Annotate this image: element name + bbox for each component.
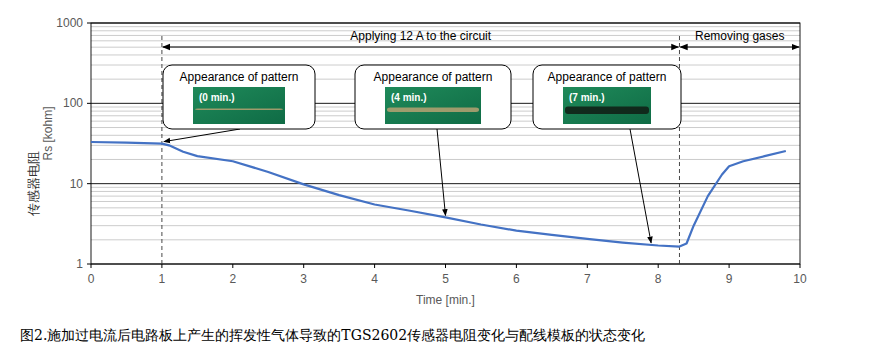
x-tick-label: 4 xyxy=(371,272,378,286)
minor-grid-line xyxy=(91,201,800,202)
chart: 0123456789101101001000Time [min.]Rs [koh… xyxy=(0,0,869,351)
callouts: Appearance of pattern (0 min.) Appearance … xyxy=(163,65,681,243)
minor-grid-line xyxy=(91,187,800,188)
y-axis-label: Rs [kohm] xyxy=(41,106,55,160)
callout-arrow xyxy=(437,129,446,215)
axes: 0123456789101101001000Time [min.]Rs [koh… xyxy=(26,16,807,307)
minor-grid-line xyxy=(91,54,800,55)
x-axis-label: Time [min.] xyxy=(416,293,475,307)
x-tick xyxy=(800,264,801,268)
y-tick xyxy=(87,264,91,265)
minor-grid-line xyxy=(91,239,800,240)
pattern-photo xyxy=(563,87,651,124)
minor-grid-line xyxy=(91,159,800,160)
y-axis-label-2: 传感器电阻 xyxy=(26,151,41,216)
phase-label: Applying 12 A to the circuit xyxy=(350,29,491,43)
x-tick xyxy=(587,264,588,268)
callout-box xyxy=(355,65,511,129)
y-tick-label: 1 xyxy=(76,257,83,271)
phase-label: Removing gases xyxy=(695,29,784,43)
x-tick-label: 5 xyxy=(442,272,449,286)
callout-title: Appearance of pattern xyxy=(374,70,493,84)
callout-label: (7 min.) xyxy=(569,92,605,103)
minor-grid-line xyxy=(91,207,800,208)
phase-arrow xyxy=(680,47,799,48)
caption: 图2.施加过电流后电路板上产生的挥发性气体导致的TGS2602传感器电阻变化与配… xyxy=(20,327,645,343)
pattern-photo xyxy=(193,87,285,124)
x-tick-label: 10 xyxy=(793,272,807,286)
callout-title: Appearance of pattern xyxy=(180,70,299,84)
pattern-trace xyxy=(565,107,649,115)
grid-line xyxy=(91,183,800,184)
x-tick xyxy=(729,264,730,268)
callout-box xyxy=(163,65,315,129)
series-line xyxy=(91,142,786,247)
callout-title: Appearance of pattern xyxy=(548,70,667,84)
plot-frame xyxy=(91,23,800,264)
phases: Applying 12 A to the circuit Removing gas… xyxy=(162,29,799,264)
x-tick-label: 0 xyxy=(88,272,95,286)
callout-box xyxy=(533,65,681,129)
x-tick xyxy=(161,264,162,268)
minor-grid-line xyxy=(91,145,800,146)
x-tick xyxy=(232,264,233,268)
data xyxy=(91,142,786,247)
x-tick xyxy=(91,264,92,268)
minor-grid-line xyxy=(91,26,800,27)
x-tick xyxy=(445,264,446,268)
x-tick xyxy=(374,264,375,268)
phase-boundary xyxy=(161,36,162,264)
y-tick xyxy=(87,103,91,104)
x-tick-label: 3 xyxy=(300,272,307,286)
grid xyxy=(91,23,800,264)
callout-label: (0 min.) xyxy=(199,92,235,103)
x-tick-label: 2 xyxy=(229,272,236,286)
x-tick-label: 6 xyxy=(513,272,520,286)
pattern-trace xyxy=(195,109,283,111)
pattern-photo xyxy=(385,87,481,124)
pattern-trace xyxy=(387,108,479,113)
x-tick-label: 7 xyxy=(584,272,591,286)
x-tick xyxy=(303,264,304,268)
minor-grid-line xyxy=(91,196,800,197)
x-tick-label: 1 xyxy=(159,272,166,286)
y-tick xyxy=(87,23,91,24)
callout-arrow xyxy=(164,129,240,142)
y-tick xyxy=(87,183,91,184)
x-tick-label: 8 xyxy=(655,272,662,286)
phase-arrow xyxy=(163,47,679,48)
x-tick xyxy=(658,264,659,268)
y-tick-label: 10 xyxy=(70,177,84,191)
x-tick xyxy=(516,264,517,268)
minor-grid-line xyxy=(91,191,800,192)
callout-label: (4 min.) xyxy=(391,92,427,103)
callout-arrow xyxy=(630,129,651,243)
y-tick-label: 1000 xyxy=(56,16,83,30)
y-tick-label: 100 xyxy=(63,96,83,110)
minor-grid-line xyxy=(91,47,800,48)
x-tick-label: 9 xyxy=(726,272,733,286)
